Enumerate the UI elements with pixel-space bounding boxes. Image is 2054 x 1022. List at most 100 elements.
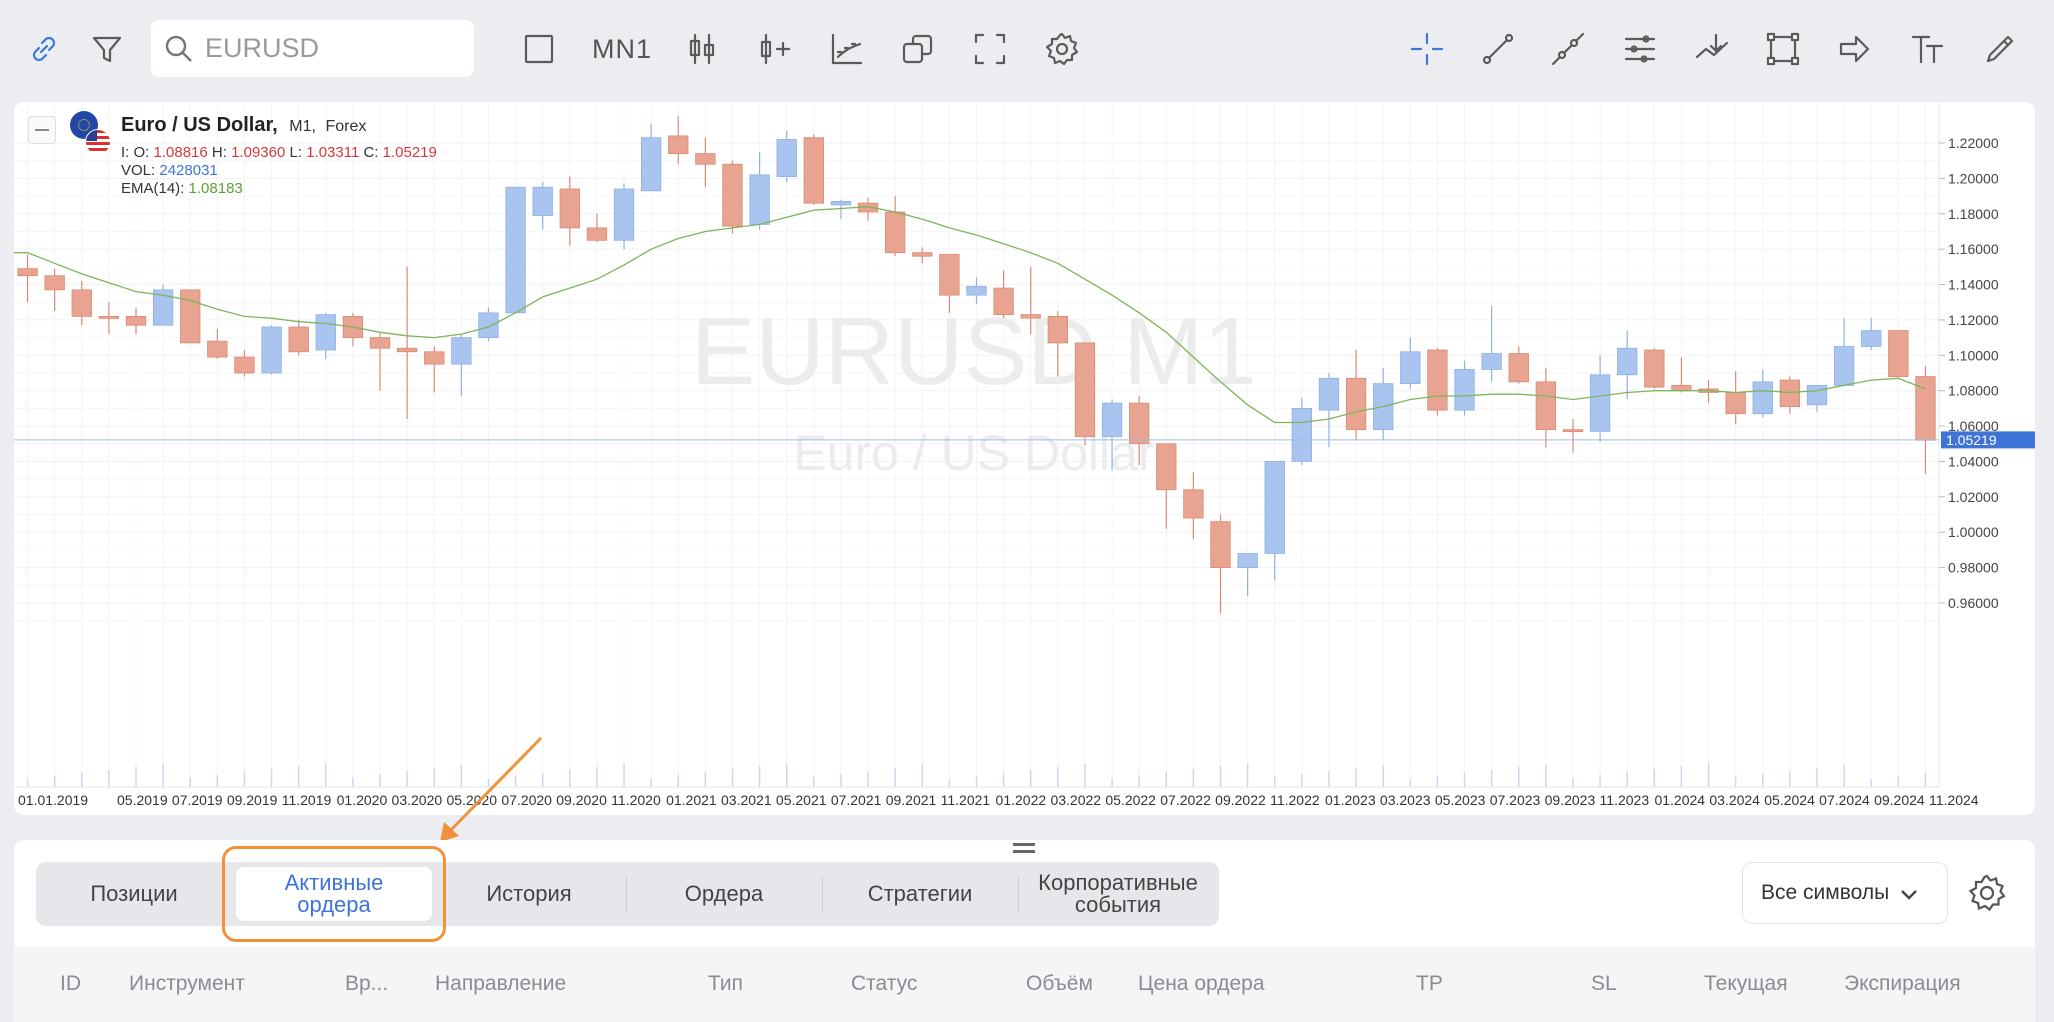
rectangle-icon[interactable] — [1761, 27, 1805, 71]
arrow-icon[interactable] — [1833, 27, 1877, 71]
column-header-id[interactable]: ID — [60, 972, 81, 995]
chart-panel[interactable]: EURUSD M1 Euro / US Dollar 1.22000 1.2000… — [14, 102, 2035, 815]
candle-body — [749, 174, 770, 225]
annotation-highlight — [222, 846, 446, 942]
y-axis-label: 1.04000 — [1948, 453, 1999, 469]
x-axis-label: 03.2021 — [721, 792, 772, 808]
add-indicator-icon[interactable] — [753, 27, 797, 71]
candle-body — [98, 315, 120, 319]
column-header-tp[interactable]: TP — [1416, 972, 1443, 995]
filter-icon[interactable] — [85, 27, 129, 71]
candle-body — [1318, 377, 1340, 411]
candle-body — [261, 326, 282, 374]
parallel-lines-icon[interactable] — [1618, 27, 1662, 71]
gear-icon[interactable] — [1040, 27, 1084, 71]
timeframe-selector[interactable]: MN1 — [592, 34, 653, 64]
x-axis-label: 05.2022 — [1105, 792, 1156, 808]
column-header-status[interactable]: Статус — [851, 972, 918, 995]
ohlc-open: 1.08816 — [153, 144, 208, 161]
x-axis-label: 07.2020 — [501, 792, 552, 808]
chevron-down-icon — [1901, 890, 1917, 900]
line-icon[interactable] — [1476, 27, 1520, 71]
candle-body — [424, 351, 445, 365]
candle-body — [1535, 381, 1557, 431]
candle-body — [315, 314, 336, 351]
candle-body — [1237, 553, 1258, 569]
column-header-instrument[interactable]: Инструмент — [129, 972, 245, 995]
x-axis-label: 07.2019 — [172, 792, 223, 808]
candle-body — [17, 268, 38, 277]
candle-body — [125, 315, 147, 326]
y-axis-label: 1.20000 — [1948, 170, 1999, 186]
x-axis-label: 07.2022 — [1160, 792, 1211, 808]
current-price-label: 1.05219 — [1946, 432, 1997, 448]
symbol-search[interactable] — [151, 20, 474, 77]
candle-body — [1779, 379, 1801, 408]
tab-strategies[interactable]: Стратегии — [867, 881, 973, 906]
column-header-type[interactable]: Тип — [708, 972, 744, 995]
candle-body — [1861, 330, 1882, 347]
tab-orders[interactable]: Ордера — [684, 881, 764, 906]
column-header-expiration[interactable]: Экспирация — [1844, 972, 1961, 995]
symbols-filter-select[interactable]: Все символы — [1742, 862, 1948, 924]
column-header-direction[interactable]: Направление — [435, 972, 567, 995]
y-axis-label: 0.96000 — [1948, 595, 1999, 611]
tab-positions[interactable]: Позиции — [90, 881, 178, 906]
square-icon[interactable] — [517, 27, 561, 71]
brush-icon[interactable] — [1978, 27, 2022, 71]
candle-body — [1074, 342, 1096, 438]
panel-resize-handle[interactable] — [1013, 843, 1035, 853]
column-header-current[interactable]: Текущая — [1704, 972, 1788, 995]
candle-body — [1454, 369, 1475, 411]
x-axis-label: 05.2021 — [776, 792, 827, 808]
x-axis-label: 03.2024 — [1709, 792, 1760, 808]
column-header-time[interactable]: Вр... — [345, 972, 389, 995]
candle-body — [1291, 407, 1313, 462]
ema-line — [14, 206, 1926, 424]
y-axis-label: 1.08000 — [1948, 383, 1999, 399]
y-axis-label: 1.18000 — [1948, 206, 1999, 222]
table-settings-button[interactable] — [1966, 872, 2008, 914]
ray-icon[interactable] — [1546, 27, 1590, 71]
text-icon[interactable] — [1906, 27, 1950, 71]
crosshair-icon[interactable] — [1405, 27, 1449, 71]
ohlc-high-label: H: — [211, 144, 227, 161]
candle-body — [939, 254, 960, 296]
tab-separator — [626, 876, 627, 912]
x-axis-label: 09.2021 — [886, 792, 937, 808]
tab-corporate-events[interactable]: Корпоративные события — [1038, 870, 1198, 917]
x-axis-label: 01.2024 — [1654, 792, 1705, 808]
link-icon[interactable] — [22, 27, 66, 71]
x-axis-label: 03.2023 — [1380, 792, 1431, 808]
y-axis-label: 1.14000 — [1948, 277, 1999, 293]
x-axis-label: 01.2020 — [337, 792, 388, 808]
ohlc-low: 1.03311 — [306, 144, 360, 161]
candle-body — [1752, 381, 1773, 415]
candle-body — [1020, 314, 1041, 319]
y-axis-label: 0.98000 — [1948, 560, 1999, 576]
ohlc-low-label: L: — [289, 144, 303, 161]
candles-icon[interactable] — [680, 27, 724, 71]
tab-history[interactable]: История — [486, 881, 572, 906]
ohlc-open-label: I: O: — [121, 144, 150, 161]
search-input[interactable] — [203, 32, 447, 65]
candle-body — [993, 287, 1014, 316]
fib-icon[interactable] — [1690, 27, 1734, 71]
candle-body — [640, 137, 662, 192]
fullscreen-icon[interactable] — [968, 27, 1012, 71]
price-chart[interactable]: EURUSD M1 Euro / US Dollar 1.22000 1.2000… — [14, 102, 2035, 815]
y-axis-label: 1.22000 — [1948, 135, 1999, 151]
candle-body — [1400, 351, 1421, 385]
tab-active-orders[interactable]: Активные ордера — [236, 867, 432, 921]
column-header-sl[interactable]: SL — [1591, 972, 1617, 995]
x-axis-label: 07.2023 — [1490, 792, 1541, 808]
column-header-order-price[interactable]: Цена ордера — [1138, 972, 1265, 995]
collapse-legend-button[interactable] — [28, 116, 56, 144]
ema-value: 1.08183 — [188, 180, 243, 197]
x-axis-label: 07.2024 — [1819, 792, 1870, 808]
layers-icon[interactable] — [896, 27, 940, 71]
trend-chart-icon[interactable] — [825, 27, 869, 71]
candle-body — [1671, 384, 1692, 392]
y-axis-label: 1.02000 — [1948, 489, 1999, 505]
column-header-volume[interactable]: Объём — [1026, 972, 1093, 995]
